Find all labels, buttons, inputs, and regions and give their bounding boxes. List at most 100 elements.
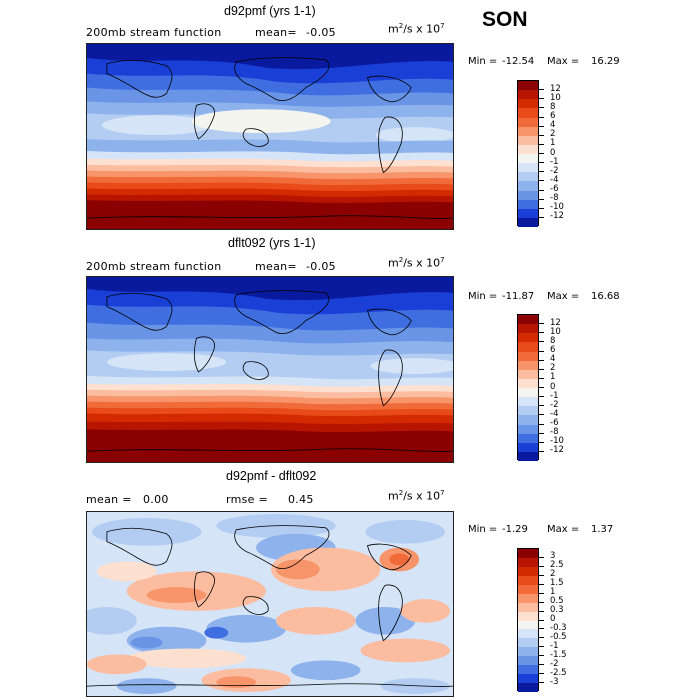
colorbar-tick-mark xyxy=(538,414,544,416)
colorbar-tick-label: -6 xyxy=(550,418,559,428)
colorbar-tick-label: 2 xyxy=(550,569,556,580)
colorbar-segment xyxy=(518,611,538,621)
colorbar-tick-mark xyxy=(538,341,544,343)
colorbar-segment xyxy=(518,208,538,218)
colorbar-tick-label: 2 xyxy=(550,129,556,140)
colorbar-tick-mark xyxy=(538,377,544,379)
colorbar-tick-label: -3 xyxy=(550,676,559,687)
panel-2-units: m2/s x 107 xyxy=(388,256,445,270)
colorbar-segment xyxy=(518,406,538,416)
colorbar-tick-label: -12 xyxy=(550,211,564,222)
panel-1-subtitle: 200mb stream function xyxy=(86,26,222,39)
panel-3-rmse-value: 0.45 xyxy=(288,493,314,506)
panel-3-min-value: -1.29 xyxy=(502,524,528,535)
panel-2-mean-value: -0.05 xyxy=(306,260,336,273)
colorbar-tick-label: 0 xyxy=(550,614,556,624)
panel-2-max-value: 16.68 xyxy=(591,291,620,302)
colorbar-tick-label: -6 xyxy=(550,184,559,194)
colorbar-segment xyxy=(518,566,538,576)
panel-3-title: d92pmf - dflt092 xyxy=(226,469,317,483)
colorbar-segment xyxy=(518,163,538,173)
colorbar-tick-label: 10 xyxy=(550,92,561,103)
colorbar-tick-label: 12 xyxy=(550,83,561,94)
panel-3-max-value: 1.37 xyxy=(591,524,614,535)
colorbar-segment xyxy=(518,656,538,666)
panel-1-map xyxy=(86,43,454,230)
panel-2-min-label: Min = xyxy=(468,291,498,302)
colorbar-tick-label: 10 xyxy=(550,326,561,337)
colorbar-segment xyxy=(518,557,538,567)
colorbar-segment xyxy=(518,451,538,461)
panel-3-colorbar xyxy=(517,548,539,692)
colorbar-tick-label: -10 xyxy=(550,436,564,447)
panel-1-map-field xyxy=(87,44,453,229)
panel-1-max-value: 16.29 xyxy=(591,56,620,67)
colorbar-segment xyxy=(518,674,538,684)
colorbar-tick-mark xyxy=(538,125,544,127)
colorbar-tick-label: 2.5 xyxy=(550,560,564,571)
colorbar-segment xyxy=(518,424,538,434)
colorbar-tick-mark xyxy=(538,646,544,648)
colorbar-segment xyxy=(518,172,538,182)
colorbar-segment xyxy=(518,315,538,325)
colorbar-tick-mark xyxy=(538,153,544,154)
colorbar-segment xyxy=(518,647,538,657)
panel-2-min-value: -11.87 xyxy=(502,291,535,302)
colorbar-tick-mark xyxy=(538,189,544,191)
colorbar-tick-mark xyxy=(538,134,544,136)
panel-2-map-field xyxy=(87,277,453,462)
colorbar-segment xyxy=(518,190,538,200)
panel-1-max-label: Max = xyxy=(547,56,580,67)
colorbar-segment xyxy=(518,620,538,630)
colorbar-segment xyxy=(518,90,538,100)
colorbar-tick-label: -10 xyxy=(550,202,564,213)
colorbar-tick-mark xyxy=(538,655,544,657)
colorbar-tick-mark xyxy=(538,332,544,334)
panel-3-units: m2/s x 107 xyxy=(388,489,445,503)
colorbar-tick-mark xyxy=(538,441,544,443)
colorbar-tick-label: 6 xyxy=(550,111,556,121)
colorbar-tick-label: -0.5 xyxy=(550,631,567,642)
colorbar-tick-label: -2 xyxy=(550,165,559,176)
panel-3-mean-value: 0.00 xyxy=(143,493,169,506)
colorbar-segment xyxy=(518,683,538,692)
colorbar-segment xyxy=(518,117,538,127)
colorbar-tick-label: 1.5 xyxy=(550,578,564,589)
colorbar-segment xyxy=(518,415,538,425)
colorbar-tick-label: 0.3 xyxy=(550,605,564,616)
colorbar-tick-mark xyxy=(538,682,544,684)
colorbar-tick-mark xyxy=(538,207,544,209)
colorbar-tick-mark xyxy=(538,162,544,164)
colorbar-segment xyxy=(518,378,538,388)
colorbar-tick-mark xyxy=(538,637,544,639)
colorbar-segment xyxy=(518,629,538,639)
colorbar-tick-mark xyxy=(538,664,544,666)
colorbar-tick-label: -1 xyxy=(550,640,559,651)
panel-2-max-label: Max = xyxy=(547,291,580,302)
colorbar-tick-label: -2.5 xyxy=(550,667,567,678)
colorbar-tick-mark xyxy=(538,619,544,621)
colorbar-segment xyxy=(518,324,538,334)
panel-1-min-value: -12.54 xyxy=(502,56,535,67)
colorbar-segment xyxy=(518,144,538,154)
panel-2-map xyxy=(86,276,454,463)
colorbar-tick-mark xyxy=(538,98,544,100)
colorbar-segment xyxy=(518,154,538,164)
panel-2-mean-label: mean= xyxy=(255,260,297,273)
colorbar-tick-label: -8 xyxy=(550,427,559,438)
colorbar-tick-mark xyxy=(538,323,544,325)
colorbar-tick-label: -12 xyxy=(550,445,564,456)
colorbar-tick-mark xyxy=(538,601,544,603)
colorbar-tick-label: 1 xyxy=(550,372,556,383)
colorbar-tick-mark xyxy=(538,216,544,218)
colorbar-tick-label: 1 xyxy=(550,138,556,149)
colorbar-segment xyxy=(518,333,538,343)
colorbar-segment xyxy=(518,442,538,452)
colorbar-segment xyxy=(518,584,538,594)
colorbar-tick-label: 2 xyxy=(550,363,556,374)
colorbar-tick-mark xyxy=(538,396,544,398)
colorbar-segment xyxy=(518,108,538,118)
panel-1-title: d92pmf (yrs 1-1) xyxy=(224,4,316,18)
colorbar-tick-mark xyxy=(538,432,544,434)
colorbar-tick-label: -4 xyxy=(550,408,559,419)
